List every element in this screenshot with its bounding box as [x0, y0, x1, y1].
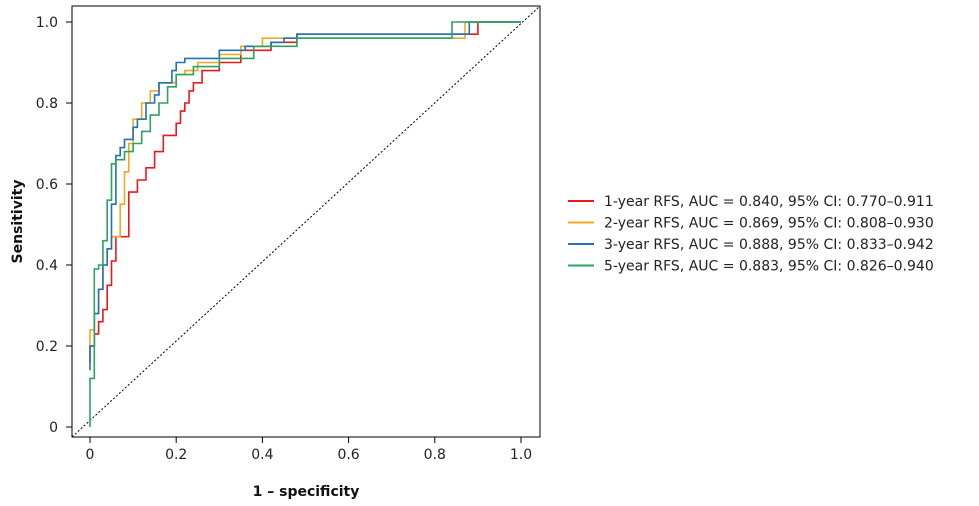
series-line-3 — [89, 21, 521, 371]
x-tick-label: 1.0 — [510, 447, 532, 463]
legend-label-2: 2-year RFS, AUC = 0.869, 95% CI: 0.808–0… — [604, 216, 934, 232]
axes: 0 0.2 0.4 0.6 0.8 1.0 0 0.2 0.4 0.6 0.8 1.0 — [36, 5, 541, 463]
x-tick-label: 0.4 — [251, 447, 273, 463]
series-line-2 — [89, 21, 521, 363]
legend: 1-year RFS, AUC = 0.840, 95% CI: 0.770–0… — [568, 194, 934, 275]
x-axis-title: 1 – specificity — [253, 484, 360, 500]
legend-label-1: 1-year RFS, AUC = 0.840, 95% CI: 0.770–0… — [604, 194, 934, 210]
y-tick-label: 0.6 — [36, 177, 58, 193]
plot-area — [71, 5, 541, 438]
legend-label-3: 3-year RFS, AUC = 0.888, 95% CI: 0.833–0… — [604, 237, 934, 253]
y-tick-label: 1.0 — [36, 15, 58, 31]
reference-diagonal-line — [71, 5, 541, 438]
x-tick-label: 0.6 — [337, 447, 359, 463]
series-line-1 — [89, 21, 521, 363]
y-tick-label: 0.4 — [36, 258, 58, 274]
y-tick-label: 0.8 — [36, 96, 58, 112]
y-axis-title: Sensitivity — [10, 180, 26, 264]
plot-frame — [71, 5, 541, 438]
legend-label-4: 5-year RFS, AUC = 0.883, 95% CI: 0.826–0… — [604, 259, 934, 275]
y-tick-label: 0 — [49, 420, 58, 436]
x-tick-label: 0.2 — [165, 447, 187, 463]
x-tick-label: 0.8 — [424, 447, 446, 463]
x-tick-label: 0 — [86, 447, 95, 463]
y-tick-label: 0.2 — [36, 339, 58, 355]
series-line-4 — [89, 21, 521, 427]
